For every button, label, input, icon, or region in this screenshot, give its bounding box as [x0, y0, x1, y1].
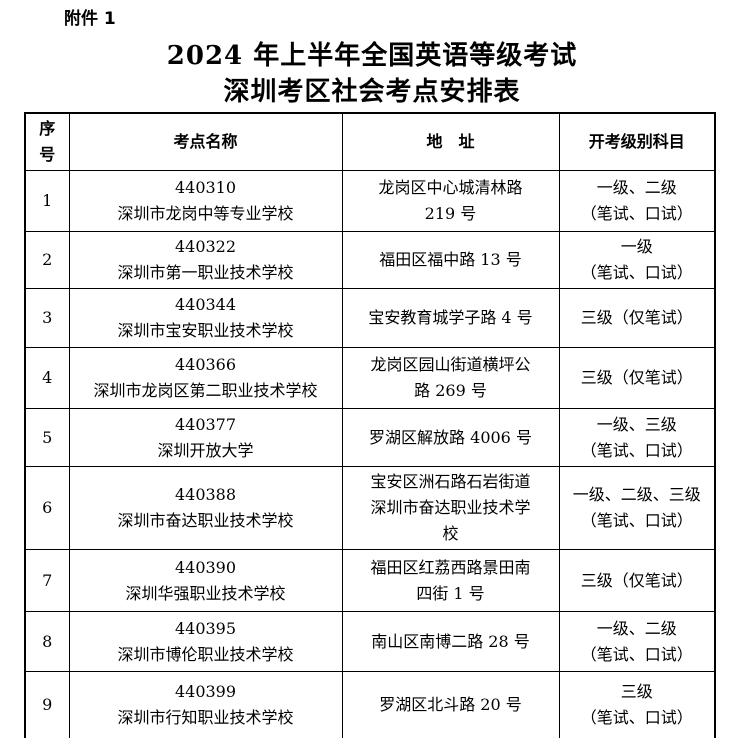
row-number: 6: [24, 466, 70, 550]
row-number: 7: [24, 549, 70, 612]
header-address: 地 址: [341, 112, 560, 171]
table-row: 2 440322 深圳市第一职业技术学校 福田区福中路 13 号 一级 （笔试、…: [24, 231, 716, 289]
levels-cell: 三级（仅笔试）: [558, 347, 716, 409]
site-name-cell: 440322 深圳市第一职业技术学校: [68, 231, 343, 289]
levels-cell: 三级（仅笔试）: [558, 549, 716, 612]
address-cell: 罗湖区解放路 4006 号: [341, 408, 560, 467]
table-row: 7 440390 深圳华强职业技术学校 福田区红荔西路景田南 四街 1 号 三级…: [24, 549, 716, 612]
exam-sites-table: 序 号 考点名称 地 址 开考级别科目 1 440310 深圳市龙岗中等专业学校…: [24, 112, 716, 738]
levels-cell: 三级 （笔试、口试）: [558, 671, 716, 738]
table-row: 3 440344 深圳市宝安职业技术学校 宝安教育城学子路 4 号 三级（仅笔试…: [24, 288, 716, 348]
site-name-cell: 440399 深圳市行知职业技术学校: [68, 671, 343, 738]
table-row: 9 440399 深圳市行知职业技术学校 罗湖区北斗路 20 号 三级 （笔试、…: [24, 671, 716, 738]
row-number: 2: [24, 231, 70, 289]
site-name-cell: 440388 深圳市奋达职业技术学校: [68, 466, 343, 550]
table-header-row: 序 号 考点名称 地 址 开考级别科目: [24, 112, 716, 171]
row-number: 1: [24, 170, 70, 232]
attachment-label: 附件 1: [64, 9, 116, 29]
table-row: 6 440388 深圳市奋达职业技术学校 宝安区洲石路石岩街道 深圳市奋达职业技…: [24, 466, 716, 550]
site-name-cell: 440390 深圳华强职业技术学校: [68, 549, 343, 612]
header-levels: 开考级别科目: [558, 112, 716, 171]
site-name-cell: 440344 深圳市宝安职业技术学校: [68, 288, 343, 348]
site-name-cell: 440377 深圳开放大学: [68, 408, 343, 467]
table-row: 8 440395 深圳市博伦职业技术学校 南山区南博二路 28 号 一级、二级 …: [24, 611, 716, 672]
row-number: 9: [24, 671, 70, 738]
title-line-1: 2024 年上半年全国英语等级考试: [166, 41, 578, 71]
site-name-cell: 440395 深圳市博伦职业技术学校: [68, 611, 343, 672]
header-no: 序 号: [24, 112, 70, 171]
address-cell: 南山区南博二路 28 号: [341, 611, 560, 672]
row-number: 4: [24, 347, 70, 409]
address-cell: 宝安教育城学子路 4 号: [341, 288, 560, 348]
row-number: 5: [24, 408, 70, 467]
table-row: 1 440310 深圳市龙岗中等专业学校 龙岗区中心城清林路 219 号 一级、…: [24, 170, 716, 232]
row-number: 8: [24, 611, 70, 672]
site-name-cell: 440366 深圳市龙岗区第二职业技术学校: [68, 347, 343, 409]
address-cell: 罗湖区北斗路 20 号: [341, 671, 560, 738]
levels-cell: 一级、二级 （笔试、口试）: [558, 170, 716, 232]
site-name-cell: 440310 深圳市龙岗中等专业学校: [68, 170, 343, 232]
address-cell: 宝安区洲石路石岩街道 深圳市奋达职业技术学 校: [341, 466, 560, 550]
levels-cell: 一级、二级、三级 （笔试、口试）: [558, 466, 716, 550]
address-cell: 龙岗区中心城清林路 219 号: [341, 170, 560, 232]
title-line-2: 深圳考区社会考点安排表: [223, 77, 521, 107]
table-row: 4 440366 深圳市龙岗区第二职业技术学校 龙岗区园山街道横坪公 路 269…: [24, 347, 716, 409]
row-number: 3: [24, 288, 70, 348]
address-cell: 龙岗区园山街道横坪公 路 269 号: [341, 347, 560, 409]
header-site-name: 考点名称: [68, 112, 343, 171]
address-cell: 福田区红荔西路景田南 四街 1 号: [341, 549, 560, 612]
address-cell: 福田区福中路 13 号: [341, 231, 560, 289]
levels-cell: 三级（仅笔试）: [558, 288, 716, 348]
document-title: 2024 年上半年全国英语等级考试 深圳考区社会考点安排表: [0, 38, 744, 110]
table-row: 5 440377 深圳开放大学 罗湖区解放路 4006 号 一级、三级 （笔试、…: [24, 408, 716, 467]
levels-cell: 一级、三级 （笔试、口试）: [558, 408, 716, 467]
levels-cell: 一级 （笔试、口试）: [558, 231, 716, 289]
levels-cell: 一级、二级 （笔试、口试）: [558, 611, 716, 672]
